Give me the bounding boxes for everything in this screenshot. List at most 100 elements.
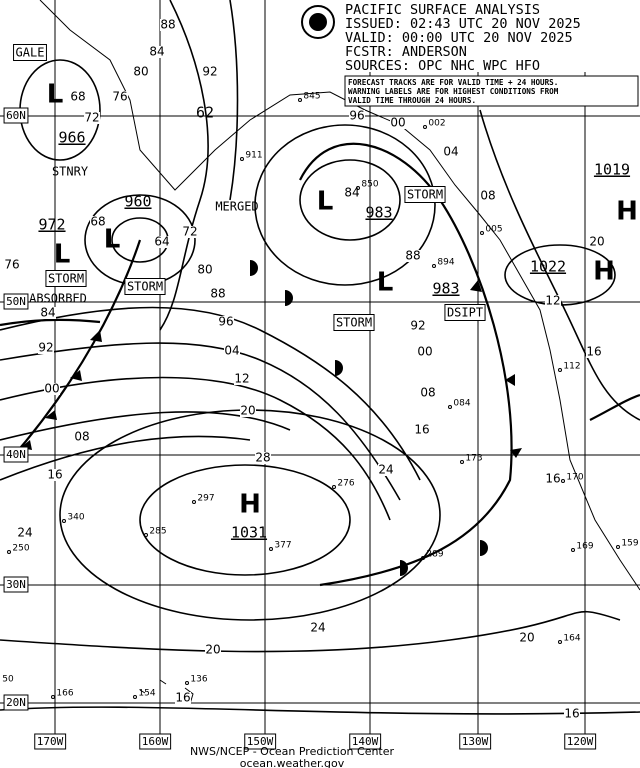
station-mark: [448, 405, 452, 409]
isobar-label-bg: [545, 295, 561, 307]
note-box: [344, 75, 639, 107]
central-pressure: 1031: [231, 524, 267, 542]
pressure-center-symbol: L: [377, 268, 394, 298]
latitude-label: 50N: [6, 295, 26, 308]
isobar-label-bg: [70, 91, 86, 103]
isobar-label: 92: [202, 65, 217, 79]
isobar-label-bg: [564, 708, 580, 720]
central-pressure: 960: [124, 193, 151, 211]
pressure-center-symbol: H: [616, 197, 638, 227]
warning-label: STORM: [127, 280, 163, 294]
station-value: 50: [2, 675, 14, 685]
isobar-label-bg: [17, 527, 33, 539]
station-value: 340: [67, 513, 84, 523]
station-value: 850: [361, 180, 378, 190]
station-value: 169: [576, 542, 593, 552]
header-forecaster: FCSTR: ANDERSON: [345, 44, 467, 60]
isobar-label-bg: [175, 692, 191, 704]
central-pressure: 1019: [594, 161, 630, 179]
isobar-label: 92: [38, 341, 53, 355]
station-value: 136: [190, 675, 207, 685]
isobar-label: 72: [182, 225, 197, 239]
isobar-label: 00: [390, 116, 405, 130]
station-value: 173: [465, 454, 482, 464]
central-pressure: 983: [432, 280, 459, 298]
latitude-label-box: [3, 576, 29, 593]
footer-line: NWS/NCEP - Ocean Prediction Center: [190, 745, 395, 758]
warning-label-box: [404, 186, 446, 203]
station-value: 084: [453, 399, 470, 409]
station-mark: [558, 368, 562, 372]
pressure-center-symbol: H: [593, 257, 615, 287]
station-mark: [269, 547, 273, 551]
isobar-label: 24: [310, 621, 325, 635]
isobar-label-bg: [255, 452, 271, 464]
header-issued: ISSUED: 02:43 UTC 20 NOV 2025: [345, 16, 581, 32]
station-mark: [616, 545, 620, 549]
isobar-label: 88: [210, 287, 225, 301]
header-title: PACIFIC SURFACE ANALYSIS: [345, 2, 540, 18]
system-note: STNRY: [52, 165, 89, 179]
warning-label: DSIPT: [447, 306, 483, 320]
station-value: 911: [245, 151, 262, 161]
isobar-label: 16: [545, 472, 560, 486]
central-pressure: 1022: [530, 258, 566, 276]
isobar-label: 84: [149, 45, 164, 59]
station-value: 276: [337, 479, 354, 489]
isobar-label: 96: [349, 109, 364, 123]
isobar-label-bg: [545, 473, 561, 485]
isobar-label-bg: [443, 146, 459, 158]
station-mark: [144, 533, 148, 537]
isobar-label: 80: [197, 263, 212, 277]
warning-label-box: [333, 314, 375, 331]
note-line: FORECAST TRACKS ARE FOR VALID TIME + 24 …: [348, 78, 558, 87]
isobar-label: 12: [234, 372, 249, 386]
isobar-label: 16: [175, 691, 190, 705]
isobar-label-bg: [112, 91, 128, 103]
isobars: [0, 0, 640, 715]
latitude-label: 40N: [6, 448, 26, 461]
station-value: 894: [437, 258, 454, 268]
longitude-label-box: [139, 733, 172, 750]
pressure-center-symbol: L: [54, 240, 71, 270]
station-mark: [51, 695, 55, 699]
isobar-label: 84: [344, 186, 359, 200]
isobar-label-bg: [224, 345, 240, 357]
isobar-label: 28: [255, 451, 270, 465]
isobar-label-bg: [84, 112, 100, 124]
system-note: MERGED: [215, 200, 258, 214]
latitude-label-box: [3, 694, 29, 711]
isobar-label: 16: [564, 707, 579, 721]
station-value: 159: [621, 539, 638, 549]
isobar-label: 64: [154, 235, 169, 249]
station-mark: [7, 550, 11, 554]
station-value: 285: [149, 527, 166, 537]
station-mark: [460, 460, 464, 464]
isobar-label-bg: [205, 644, 221, 656]
isobar-label: 12: [545, 294, 560, 308]
station-mark: [298, 98, 302, 102]
isobar-label-bg: [390, 117, 406, 129]
longitude-label: 130W: [462, 735, 489, 748]
station-mark: [423, 125, 427, 129]
isobar-label-bg: [344, 187, 360, 199]
isobar-label: 16: [586, 345, 601, 359]
lat-lon-grid: [0, 0, 640, 740]
isobar-label-bg: [197, 264, 213, 276]
isobar-label: 24: [17, 526, 32, 540]
isobar-label: 24: [378, 463, 393, 477]
isobar-label: 72: [84, 111, 99, 125]
longitude-label-box: [34, 733, 67, 750]
latitude-label: 30N: [6, 578, 26, 591]
station-mark: [421, 556, 425, 560]
isobar-label: 00: [417, 345, 432, 359]
isobar-label: 16: [414, 423, 429, 437]
longitude-label: 160W: [142, 735, 169, 748]
station-mark: [185, 681, 189, 685]
isobar-label-bg: [378, 464, 394, 476]
isobar-label-bg: [149, 46, 165, 58]
system-note: ABSORBED: [29, 292, 87, 306]
longitude-label-box: [459, 733, 492, 750]
latitude-label: 60N: [6, 109, 26, 122]
